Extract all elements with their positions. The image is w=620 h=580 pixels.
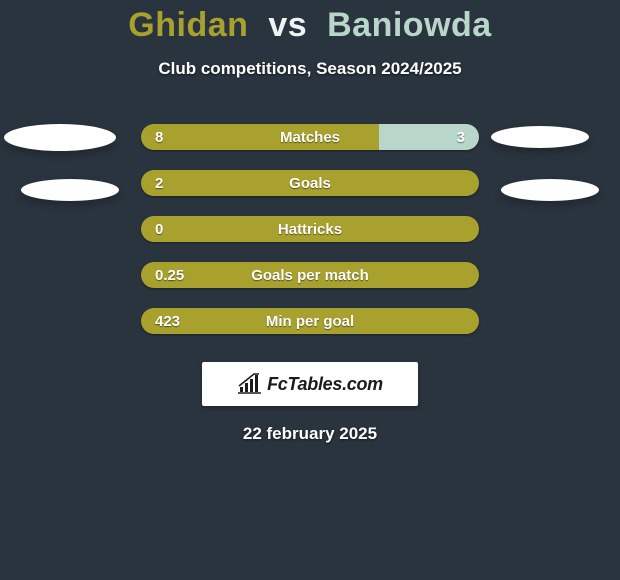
left-ellipse-bottom xyxy=(21,179,119,201)
stat-row: 2Goals xyxy=(141,170,479,196)
stats-comparison-card: Ghidan vs Baniowda Club competitions, Se… xyxy=(0,0,620,580)
title: Ghidan vs Baniowda xyxy=(0,0,620,45)
stats-area: 83Matches2Goals0Hattricks0.25Goals per m… xyxy=(0,119,620,338)
stat-value-a: 0.25 xyxy=(155,267,184,284)
right-ellipse-bottom xyxy=(501,179,599,201)
right-ellipse-top xyxy=(491,126,589,148)
stat-seg-a: 8 xyxy=(141,124,379,150)
stat-value-a: 8 xyxy=(155,129,163,146)
subtitle: Club competitions, Season 2024/2025 xyxy=(0,59,620,79)
brand-box[interactable]: FcTables.com xyxy=(202,362,418,406)
stat-row: 0Hattricks xyxy=(141,216,479,242)
date-text: 22 february 2025 xyxy=(0,424,620,444)
title-vs: vs xyxy=(268,6,307,44)
stat-row: 0.25Goals per match xyxy=(141,262,479,288)
stat-value-b: 3 xyxy=(457,129,465,146)
stat-row: 83Matches xyxy=(141,124,479,150)
title-line: Ghidan vs Baniowda xyxy=(0,6,620,45)
brand-text: FcTables.com xyxy=(267,374,383,395)
brand-chart-icon xyxy=(237,373,263,395)
left-ellipse-top xyxy=(4,124,116,151)
stat-row: 423Min per goal xyxy=(141,308,479,334)
stat-seg-a: 2 xyxy=(141,170,479,196)
stat-seg-a: 0 xyxy=(141,216,479,242)
stat-seg-a: 423 xyxy=(141,308,479,334)
stat-value-a: 2 xyxy=(155,175,163,192)
stat-bars: 83Matches2Goals0Hattricks0.25Goals per m… xyxy=(141,124,479,334)
stat-seg-a: 0.25 xyxy=(141,262,479,288)
player-b-name: Baniowda xyxy=(327,6,492,44)
player-a-name: Ghidan xyxy=(128,6,248,44)
stat-seg-b: 3 xyxy=(379,124,479,150)
stat-value-a: 423 xyxy=(155,313,180,330)
stat-value-a: 0 xyxy=(155,221,163,238)
